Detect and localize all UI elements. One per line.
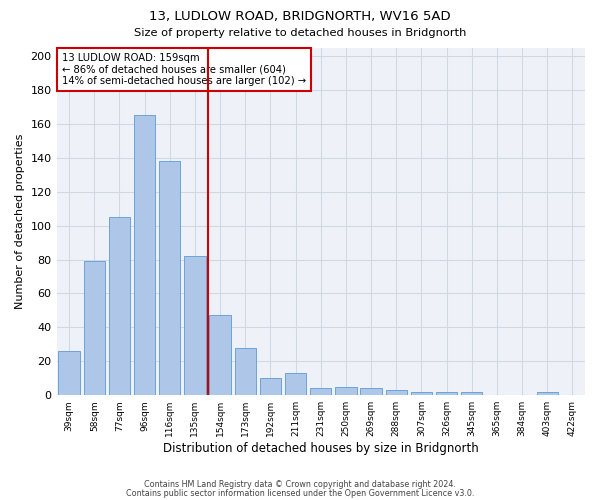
Text: Size of property relative to detached houses in Bridgnorth: Size of property relative to detached ho… <box>134 28 466 38</box>
Bar <box>184 256 206 395</box>
Bar <box>209 316 231 395</box>
Text: Contains public sector information licensed under the Open Government Licence v3: Contains public sector information licen… <box>126 488 474 498</box>
Bar <box>361 388 382 395</box>
Bar <box>335 386 356 395</box>
Text: Contains HM Land Registry data © Crown copyright and database right 2024.: Contains HM Land Registry data © Crown c… <box>144 480 456 489</box>
Bar <box>235 348 256 395</box>
Bar <box>260 378 281 395</box>
Y-axis label: Number of detached properties: Number of detached properties <box>15 134 25 309</box>
Bar <box>436 392 457 395</box>
Bar <box>536 392 558 395</box>
Bar <box>134 116 155 395</box>
Bar <box>386 390 407 395</box>
Bar <box>83 261 105 395</box>
Text: 13 LUDLOW ROAD: 159sqm
← 86% of detached houses are smaller (604)
14% of semi-de: 13 LUDLOW ROAD: 159sqm ← 86% of detached… <box>62 52 306 86</box>
Bar <box>285 373 307 395</box>
Bar <box>461 392 482 395</box>
Bar <box>411 392 432 395</box>
Text: 13, LUDLOW ROAD, BRIDGNORTH, WV16 5AD: 13, LUDLOW ROAD, BRIDGNORTH, WV16 5AD <box>149 10 451 23</box>
Bar <box>159 161 181 395</box>
Bar <box>58 351 80 395</box>
Bar <box>310 388 331 395</box>
X-axis label: Distribution of detached houses by size in Bridgnorth: Distribution of detached houses by size … <box>163 442 479 455</box>
Bar <box>109 217 130 395</box>
